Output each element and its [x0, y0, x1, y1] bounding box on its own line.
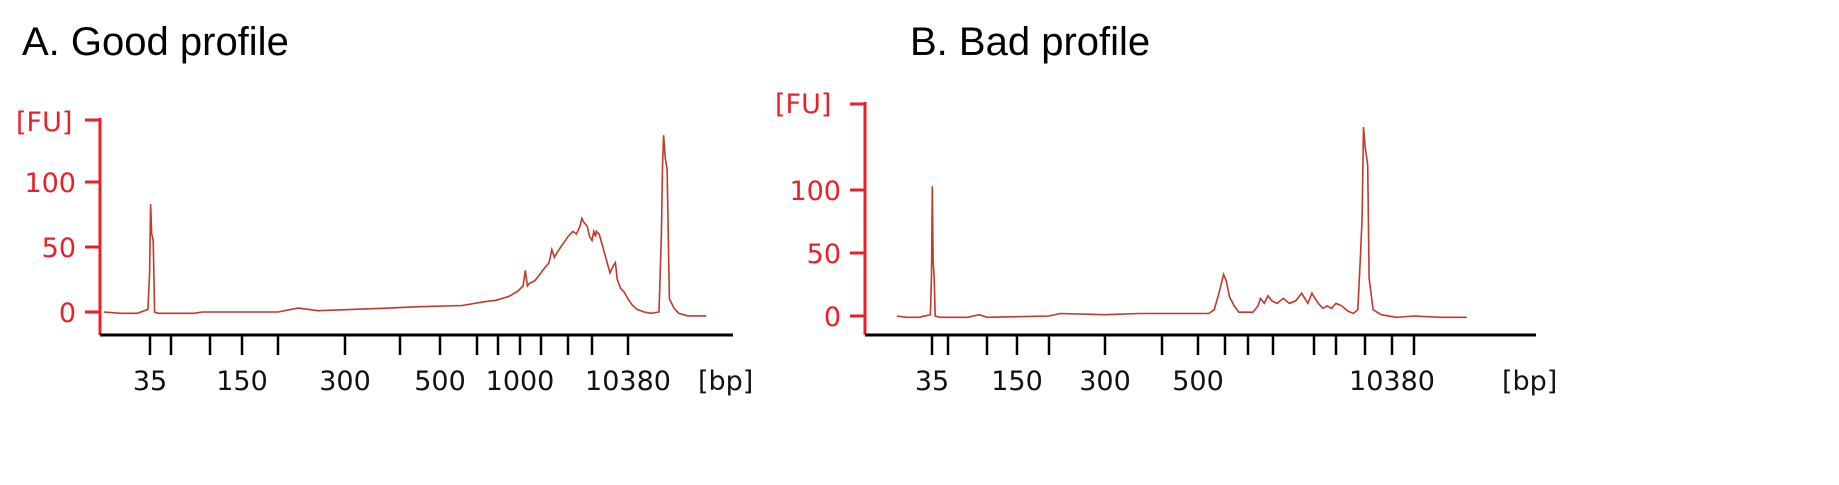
x-axis-unit: [bp]	[1502, 366, 1557, 397]
y-tick-label: 0	[59, 298, 76, 329]
y-axis-label: [FU]	[775, 89, 831, 120]
x-tick-label: 300	[1079, 366, 1131, 397]
y-tick-label: 50	[807, 239, 841, 270]
trace-line	[896, 126, 1467, 319]
chart-title: B. Bad profile	[910, 20, 1151, 64]
y-tick-label: 50	[42, 233, 76, 264]
chart-good-profile: [FU] 0 50 100 35 150 300 500 1000 10380 [bp]	[16, 107, 753, 397]
y-axis-label: [FU]	[16, 107, 72, 138]
x-tick-label: 35	[915, 366, 949, 397]
x-tick-label: 300	[319, 366, 371, 397]
x-tick-label: 500	[1172, 366, 1224, 397]
x-tick-label: 500	[414, 366, 466, 397]
x-tick-label: 10380	[585, 366, 671, 397]
y-tick-label: 100	[789, 176, 841, 207]
x-tick-label: 10380	[1349, 366, 1435, 397]
chart-title: A. Good profile	[22, 20, 289, 64]
panel-good-profile: A. Good profile [FU] 0 50 100 35 150 300 500 100…	[16, 20, 753, 397]
x-axis-unit: [bp]	[698, 366, 753, 397]
panel-bad-profile: B. Bad profile [FU] 0 50 100 35 150 300 500 1038…	[775, 0, 1830, 485]
x-tick-label: 1000	[486, 366, 555, 397]
y-tick-label: 0	[824, 302, 841, 333]
x-tick-label: 150	[216, 366, 268, 397]
x-tick-label: 35	[133, 366, 167, 397]
trace-line	[103, 135, 707, 317]
y-tick-label: 100	[24, 168, 76, 199]
chart-bad-profile: [FU] 0 50 100 35 150 300 500 10380 [bp]	[775, 89, 1557, 397]
x-tick-label: 150	[991, 366, 1043, 397]
